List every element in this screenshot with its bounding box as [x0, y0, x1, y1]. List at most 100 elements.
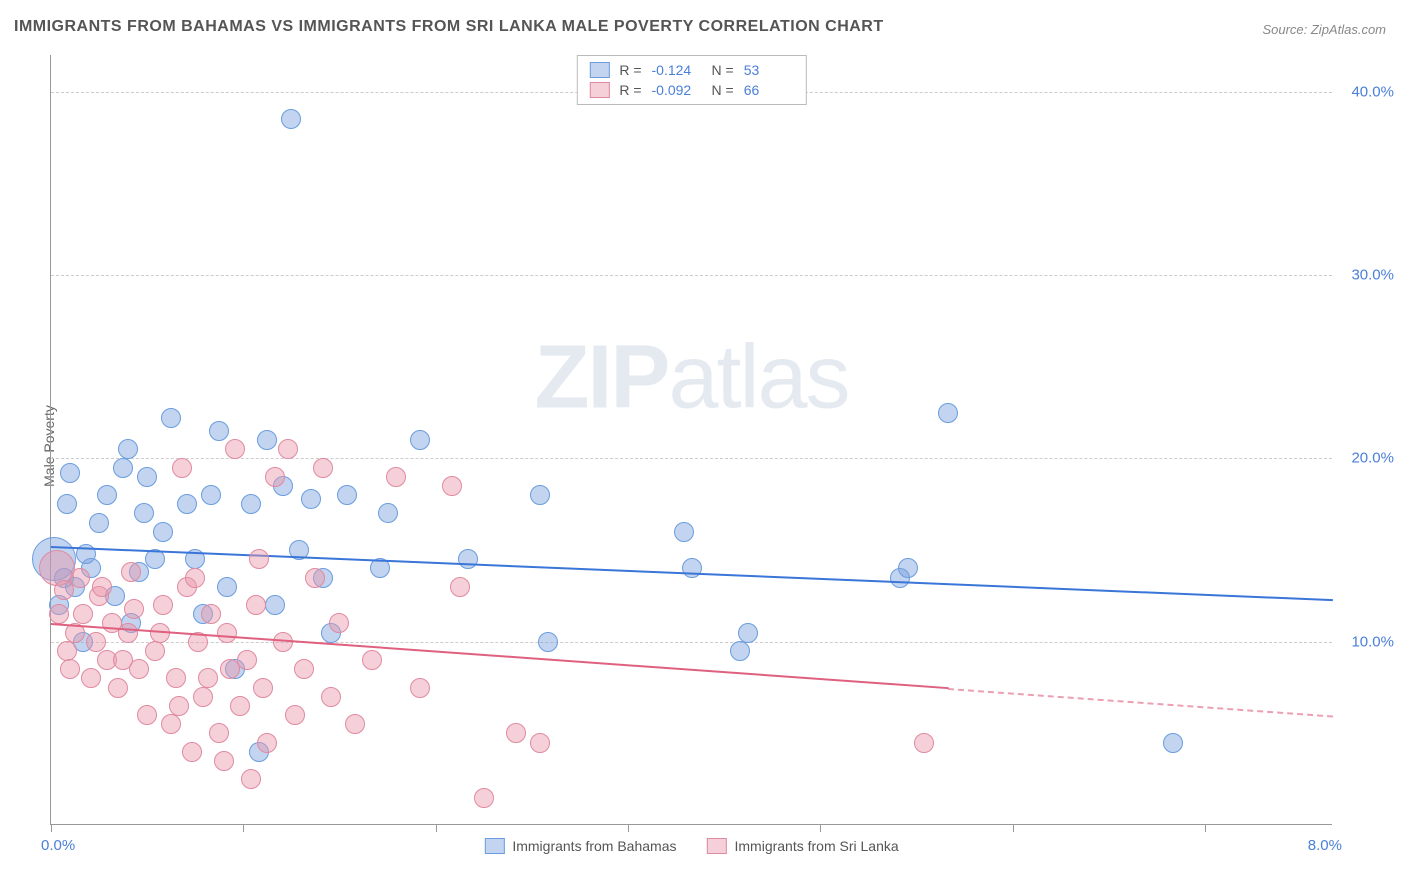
r-value: -0.092	[652, 82, 702, 98]
data-point	[410, 678, 430, 698]
data-point	[530, 733, 550, 753]
data-point	[241, 494, 261, 514]
data-point	[92, 577, 112, 597]
data-point	[285, 705, 305, 725]
x-axis-label-max: 8.0%	[1308, 837, 1342, 854]
legend-series-label: Immigrants from Sri Lanka	[735, 838, 899, 854]
n-value: 66	[744, 82, 794, 98]
gridline	[51, 458, 1332, 459]
data-point	[265, 467, 285, 487]
data-point	[1163, 733, 1183, 753]
data-point	[113, 650, 133, 670]
data-point	[730, 641, 750, 661]
data-point	[54, 580, 74, 600]
data-point	[474, 788, 494, 808]
data-point	[241, 769, 261, 789]
data-point	[386, 467, 406, 487]
data-point	[337, 485, 357, 505]
data-point	[321, 687, 341, 707]
legend-series-item: Immigrants from Bahamas	[484, 838, 676, 854]
data-point	[153, 522, 173, 542]
data-point	[265, 595, 285, 615]
x-tick	[628, 824, 629, 832]
y-tick-label: 30.0%	[1351, 267, 1394, 284]
data-point	[738, 623, 758, 643]
data-point	[60, 463, 80, 483]
data-point	[237, 650, 257, 670]
data-point	[201, 485, 221, 505]
data-point	[86, 632, 106, 652]
data-point	[118, 623, 138, 643]
n-label: N =	[712, 62, 734, 78]
data-point	[506, 723, 526, 743]
data-point	[145, 641, 165, 661]
data-point	[182, 742, 202, 762]
data-point	[281, 109, 301, 129]
n-label: N =	[712, 82, 734, 98]
watermark: ZIPatlas	[534, 326, 848, 429]
data-point	[458, 549, 478, 569]
x-tick	[243, 824, 244, 832]
data-point	[301, 489, 321, 509]
x-tick	[436, 824, 437, 832]
chart-title: IMMIGRANTS FROM BAHAMAS VS IMMIGRANTS FR…	[14, 18, 884, 36]
data-point	[198, 668, 218, 688]
data-point	[193, 687, 213, 707]
data-point	[217, 577, 237, 597]
watermark-rest: atlas	[668, 327, 848, 427]
data-point	[137, 705, 157, 725]
data-point	[410, 430, 430, 450]
data-point	[682, 558, 702, 578]
r-label: R =	[619, 62, 641, 78]
data-point	[225, 439, 245, 459]
data-point	[209, 723, 229, 743]
data-point	[89, 513, 109, 533]
data-point	[113, 458, 133, 478]
data-point	[172, 458, 192, 478]
data-point	[378, 503, 398, 523]
trend-line	[948, 688, 1333, 717]
data-point	[108, 678, 128, 698]
legend-stat-row: R =-0.092N =66	[589, 80, 793, 100]
data-point	[121, 562, 141, 582]
data-point	[362, 650, 382, 670]
data-point	[313, 458, 333, 478]
data-point	[898, 558, 918, 578]
data-point	[161, 714, 181, 734]
data-point	[209, 421, 229, 441]
source-attribution: Source: ZipAtlas.com	[1262, 22, 1386, 37]
x-tick	[820, 824, 821, 832]
data-point	[538, 632, 558, 652]
data-point	[169, 696, 189, 716]
r-value: -0.124	[652, 62, 702, 78]
data-point	[70, 568, 90, 588]
data-point	[166, 668, 186, 688]
watermark-bold: ZIP	[534, 327, 668, 427]
data-point	[73, 604, 93, 624]
data-point	[177, 494, 197, 514]
data-point	[161, 408, 181, 428]
data-point	[329, 613, 349, 633]
trend-line	[51, 546, 1333, 601]
x-tick	[51, 824, 52, 832]
data-point	[914, 733, 934, 753]
data-point	[253, 678, 273, 698]
data-point	[118, 439, 138, 459]
y-tick-label: 40.0%	[1351, 83, 1394, 100]
legend-swatch	[484, 838, 504, 854]
series-legend: Immigrants from Bahamas Immigrants from S…	[484, 838, 898, 854]
data-point	[305, 568, 325, 588]
y-tick-label: 20.0%	[1351, 450, 1394, 467]
data-point	[442, 476, 462, 496]
legend-swatch	[589, 82, 609, 98]
data-point	[345, 714, 365, 734]
data-point	[57, 641, 77, 661]
data-point	[201, 604, 221, 624]
data-point	[214, 751, 234, 771]
x-axis-label-min: 0.0%	[41, 837, 75, 854]
data-point	[81, 668, 101, 688]
gridline	[51, 642, 1332, 643]
legend-swatch	[707, 838, 727, 854]
data-point	[530, 485, 550, 505]
legend-series-label: Immigrants from Bahamas	[512, 838, 676, 854]
